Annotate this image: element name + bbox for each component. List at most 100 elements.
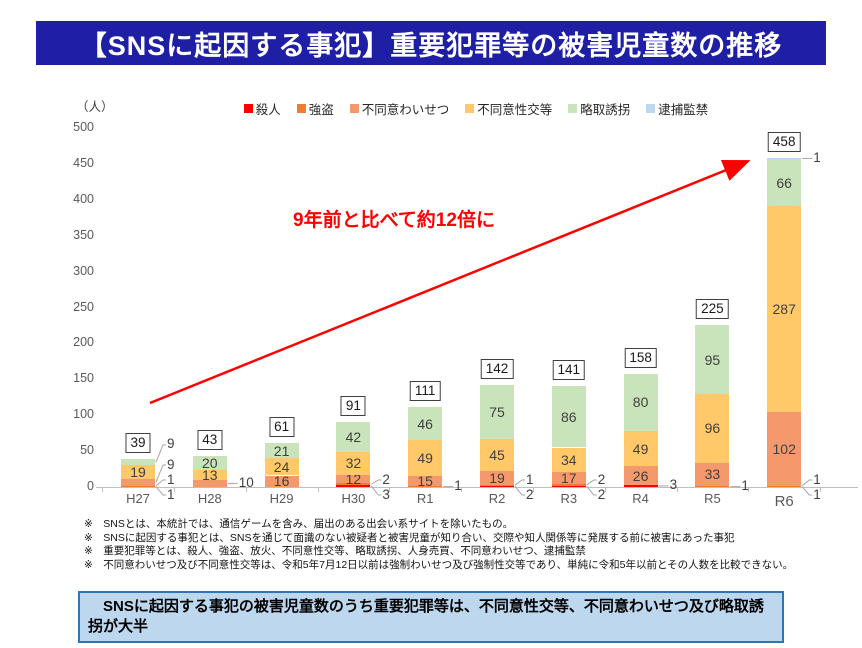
segment-value-label: 32: [345, 455, 362, 472]
footnote-line: ※ SNSとは、本統計では、通信ゲームを含み、届出のある出会い系サイトを除いたも…: [84, 518, 514, 530]
bar-segment: [192, 456, 227, 471]
callout-value-label: 1: [813, 486, 821, 502]
segment-value-label: 21: [273, 442, 290, 459]
footnotes: ※ SNSとは、本統計では、通信ゲームを含み、届出のある出会い系サイトを除いたも…: [84, 518, 793, 572]
y-axis-tick-label: 0: [87, 479, 94, 493]
bar-segment: [623, 430, 658, 467]
y-axis-tick-label: 500: [73, 120, 94, 134]
leader-line: [155, 444, 166, 463]
page-title: 【SNSに起因する事犯】重要犯罪等の被害児童数の推移: [36, 21, 826, 65]
segment-value-label: 42: [345, 428, 362, 445]
footnote-line: ※ 不同意わいせつ及び不同意性交等は、令和5年7月12日以前は強制わいせつ及び強…: [84, 558, 794, 571]
segment-value-label: 96: [704, 420, 721, 437]
segment-value-label: 16: [273, 473, 290, 490]
segment-value-label: 66: [776, 174, 792, 191]
callout-value-label: 2: [597, 486, 606, 502]
callout-value-label: 3: [669, 477, 678, 493]
bar-segment: [336, 451, 371, 475]
total-value-box: 39: [125, 432, 151, 453]
segment-value-label: 17: [561, 470, 577, 487]
legend-label: 略取誘拐: [580, 103, 631, 117]
y-axis-tick-label: 450: [73, 155, 94, 170]
segment-value-label: 26: [632, 467, 649, 484]
total-value-box: 111: [409, 381, 441, 402]
chart-legend: 殺人 強盗 不同意わいせつ 不同意性交等 略取誘拐 逮捕監禁: [150, 99, 802, 118]
segment-value-label: 33: [704, 466, 721, 483]
x-axis-category-label: R1: [416, 491, 434, 506]
bar-segment: [551, 447, 586, 472]
segment-value-label: 45: [489, 447, 505, 464]
bar-segment: [121, 486, 155, 487]
leader-line: [801, 479, 813, 487]
bar-segment: [408, 440, 443, 476]
y-axis-tick-label: 50: [80, 443, 94, 458]
bar-segment: [121, 479, 155, 486]
summary-box: SNSに起因する事犯の被害児童数のうち重要犯罪等は、不同意性交等、不同意わいせつ…: [78, 591, 784, 643]
bar-segment: [480, 484, 514, 486]
callout-value-label: 1: [526, 471, 534, 487]
x-axis-category-label: H28: [197, 491, 222, 506]
legend-item: 逮捕監禁: [646, 99, 708, 118]
total-value-box: 142: [480, 359, 514, 380]
bar-segment: [551, 484, 586, 486]
bar-segment: [551, 485, 586, 487]
x-axis-tick: [173, 488, 175, 492]
bar-segment: [408, 475, 443, 487]
callout-value-label: 1: [167, 486, 175, 502]
segment-value-label: 80: [632, 394, 649, 411]
total-value-box: 61: [269, 417, 295, 438]
y-axis-tick-label: 250: [73, 299, 94, 314]
legend-item: 略取誘拐: [568, 99, 630, 118]
total-value-box: 158: [624, 347, 657, 368]
bar-segment: [767, 412, 802, 486]
x-axis-tick: [317, 488, 319, 492]
segment-value-label: 13: [202, 467, 218, 484]
x-axis-tick: [748, 488, 750, 492]
segment-value-label: 34: [561, 451, 577, 468]
legend-swatch-icon: [243, 104, 253, 113]
bar-segment: [336, 483, 371, 485]
x-axis-category-label: R5: [704, 491, 721, 506]
legend-label: 強盗: [308, 103, 334, 117]
callout-value-label: 1: [813, 471, 821, 487]
bar-segment: [551, 471, 586, 485]
legend-swatch-icon: [296, 104, 306, 113]
total-value-box: 141: [552, 359, 586, 380]
y-axis-tick-label: 400: [73, 191, 94, 206]
callout-value-label: 1: [454, 478, 462, 494]
x-axis-tick: [245, 488, 247, 492]
segment-value-label: 20: [202, 455, 218, 472]
y-axis-tick-label: 200: [73, 335, 94, 350]
legend-label: 不同意わいせつ: [361, 103, 450, 117]
x-axis-category-label: H27: [126, 491, 150, 506]
x-axis-category-label: R2: [488, 491, 506, 506]
bar-segment: [121, 465, 155, 480]
segment-value-label: 12: [345, 471, 362, 488]
segment-value-label: 102: [772, 440, 796, 457]
callout-value-label: 2: [382, 471, 390, 487]
x-axis-category-label: R6: [774, 493, 794, 510]
total-value-box: 458: [767, 132, 801, 153]
x-axis-category-label: R3: [560, 491, 578, 506]
x-axis-tick: [604, 488, 606, 492]
bar-segment: [192, 479, 227, 487]
bar-segment: [767, 485, 802, 487]
segment-value-label: 95: [704, 351, 721, 368]
bar-segment: [264, 443, 299, 459]
bar-segment: [695, 462, 730, 487]
bar-segment: [121, 458, 155, 466]
callout-value-label: 1: [813, 150, 821, 165]
bar-segment: [623, 466, 658, 485]
bar-segment: [767, 158, 802, 159]
legend-item: 不同意性交等: [465, 99, 552, 118]
leader-line: [155, 479, 166, 487]
bar-segment: [408, 486, 443, 487]
bar-segment: [480, 485, 514, 487]
bar-segment: [192, 470, 227, 480]
segment-value-label: 19: [130, 464, 146, 481]
x-axis-line: [96, 487, 858, 488]
callout-value-label: 10: [238, 474, 254, 490]
legend-item: 不同意わいせつ: [349, 99, 450, 118]
y-axis-unit-label: （人）: [76, 100, 114, 114]
bar-segment: [480, 438, 514, 472]
